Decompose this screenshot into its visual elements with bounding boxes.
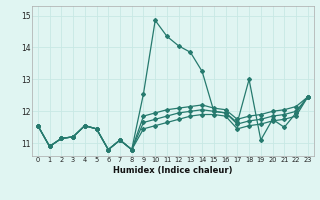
X-axis label: Humidex (Indice chaleur): Humidex (Indice chaleur): [113, 166, 233, 175]
